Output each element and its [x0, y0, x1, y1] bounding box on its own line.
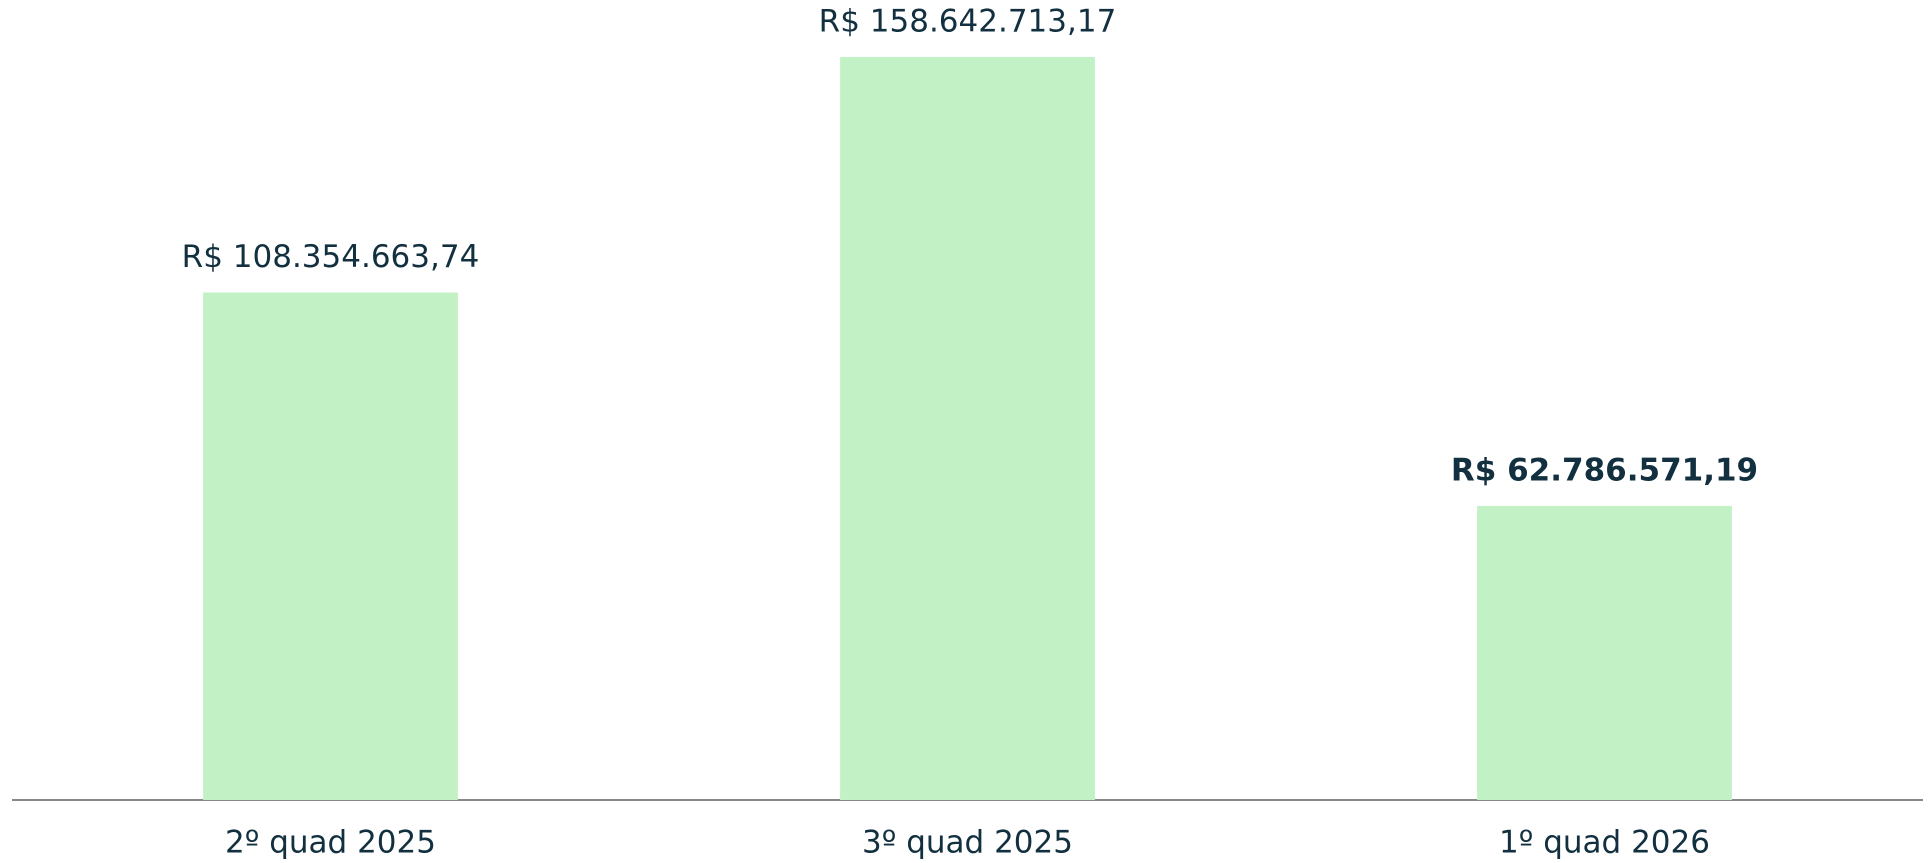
bar: [840, 57, 1095, 800]
x-tick-label: 3º quad 2025: [862, 825, 1073, 861]
value-label: R$ 62.786.571,19: [1451, 452, 1758, 488]
value-label: R$ 158.642.713,17: [819, 4, 1117, 40]
bar: [1477, 505, 1732, 800]
bar: [203, 292, 458, 800]
x-tick-label: 2º quad 2025: [225, 825, 436, 861]
x-tick-label: 1º quad 2026: [1499, 825, 1710, 861]
value-label: R$ 108.354.663,74: [182, 239, 480, 275]
